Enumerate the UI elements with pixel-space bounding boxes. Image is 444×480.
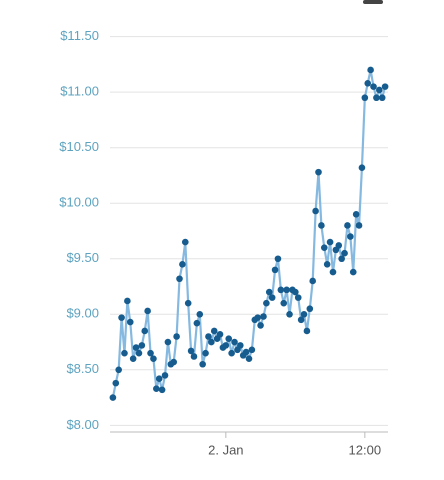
data-point (364, 79, 372, 87)
data-point (135, 349, 143, 357)
data-point (292, 288, 299, 296)
data-point (184, 299, 192, 307)
data-point (376, 86, 383, 94)
data-point (355, 222, 363, 229)
data-point (138, 342, 146, 349)
data-point (208, 338, 215, 346)
data-point (297, 316, 305, 324)
data-point (378, 94, 386, 102)
data-point (274, 255, 282, 263)
y-tick-label: $11.50 (60, 28, 99, 43)
data-point (155, 375, 163, 382)
data-point (248, 346, 256, 354)
data-point (150, 355, 157, 363)
data-point (260, 313, 267, 320)
data-point (335, 242, 343, 249)
data-point (176, 275, 183, 283)
data-point (196, 310, 204, 318)
data-point (381, 83, 389, 90)
data-point (263, 299, 270, 307)
data-point (312, 207, 319, 215)
data-point (306, 305, 314, 313)
data-point (257, 322, 264, 329)
data-point (341, 249, 348, 257)
data-point (277, 286, 285, 294)
data-point (300, 310, 308, 318)
data-point (210, 327, 218, 335)
data-point (265, 288, 273, 296)
data-point (158, 386, 166, 394)
data-point (228, 349, 235, 357)
y-tick-label: $10.50 (59, 139, 99, 154)
data-point (141, 327, 149, 335)
x-tick-label: 2. Jan (208, 442, 243, 457)
data-point (222, 342, 230, 349)
data-point (373, 94, 380, 102)
data-point (361, 94, 369, 102)
data-point (370, 83, 377, 90)
data-point (181, 238, 189, 246)
data-point (349, 268, 357, 276)
data-point (126, 318, 134, 326)
data-point (121, 349, 128, 357)
data-point (303, 327, 311, 335)
data-point (326, 238, 334, 246)
data-point (318, 222, 325, 229)
data-point (173, 333, 180, 340)
data-point (153, 385, 160, 392)
data-point (309, 277, 317, 285)
data-point (280, 299, 288, 307)
data-point (352, 211, 360, 218)
y-tick-label: $10.00 (59, 195, 99, 210)
x-tick-label: 12:00 (349, 442, 382, 457)
data-point (268, 294, 276, 301)
data-point (118, 314, 125, 321)
data-point (109, 394, 117, 401)
y-tick-label: $8.00 (66, 417, 99, 432)
y-tick-label: $11.00 (60, 84, 99, 99)
y-tick-label: $8.50 (66, 361, 99, 376)
data-point (315, 168, 322, 176)
data-point (294, 294, 302, 301)
data-point (124, 297, 131, 305)
data-point (283, 286, 290, 294)
data-point (367, 66, 374, 74)
data-point (320, 244, 328, 251)
data-point (205, 333, 212, 340)
data-point (190, 353, 198, 360)
data-point (329, 268, 337, 276)
data-point (254, 314, 261, 321)
data-point (231, 338, 238, 346)
data-point (344, 222, 351, 229)
data-point (144, 307, 151, 315)
data-point (179, 261, 186, 268)
data-point (216, 330, 224, 338)
data-point (323, 261, 331, 268)
data-point (193, 319, 201, 327)
data-point (237, 342, 244, 349)
data-point (271, 266, 279, 274)
data-point (245, 355, 253, 363)
data-point (129, 355, 137, 363)
data-point (242, 348, 250, 356)
data-point (161, 372, 169, 379)
data-point (115, 366, 122, 374)
data-point (358, 164, 366, 171)
data-point (347, 233, 354, 240)
data-point (187, 347, 195, 355)
data-point (225, 335, 233, 343)
data-point (170, 358, 178, 366)
data-point (286, 310, 293, 318)
data-point (202, 349, 209, 357)
menu-handle (363, 0, 383, 4)
y-tick-label: $9.00 (66, 306, 99, 321)
data-point (338, 255, 345, 263)
y-tick-label: $9.50 (66, 250, 99, 265)
data-point (147, 349, 154, 357)
data-point (112, 379, 120, 387)
data-point (132, 344, 140, 351)
data-point (199, 360, 206, 368)
data-point (164, 338, 172, 346)
